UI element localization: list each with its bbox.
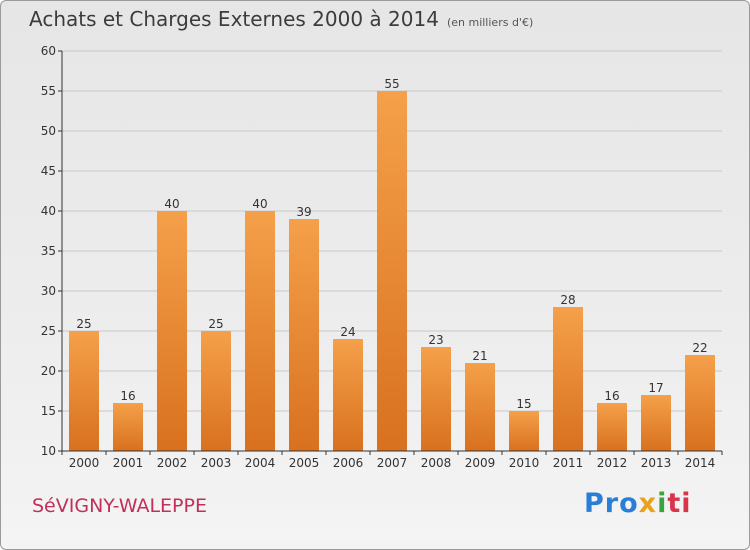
chart-title: Achats et Charges Externes 2000 à 2014 (e… [29,7,533,31]
axes: 10 15 20 25 30 35 40 45 50 55 60 2000 2001 2002 2003 20… [41,44,723,470]
logo-part: i [657,488,668,519]
data-label: 15 [516,397,531,411]
chart-subtitle: (en milliers d'€) [446,16,534,29]
data-label: 25 [76,317,91,331]
title-text: Achats et Charges Externes 2000 à 2014 [29,7,439,31]
bar [465,363,495,451]
bar [377,91,407,451]
y-tick-label: 10 [41,444,56,458]
y-tick-label: 50 [41,124,56,138]
bar [597,403,627,451]
x-tick-label: 2009 [465,456,496,470]
data-label: 22 [692,341,707,355]
x-tick-label: 2005 [289,456,320,470]
bars: 25 16 40 25 40 39 24 55 23 21 15 28 16 17 22 [69,77,715,451]
bar [289,219,319,451]
bar [157,211,187,451]
x-tick-label: 2002 [157,456,188,470]
bar [333,339,363,451]
logo-part: ti [667,488,692,519]
x-tick-label: 2007 [377,456,408,470]
x-tick-label: 2011 [553,456,584,470]
x-tick-label: 2006 [333,456,364,470]
data-label: 17 [648,381,663,395]
bar [245,211,275,451]
y-tick-label: 60 [41,44,56,58]
data-label: 25 [208,317,223,331]
x-tick-label: 2004 [245,456,276,470]
data-label: 23 [428,333,443,347]
y-tick-label: 20 [41,364,56,378]
bar [113,403,143,451]
x-tick-label: 2010 [509,456,540,470]
data-label: 39 [296,205,311,219]
bar [641,395,671,451]
x-tick-label: 2014 [685,456,716,470]
data-label: 28 [560,293,575,307]
bar [685,355,715,451]
x-tick-label: 2001 [113,456,144,470]
y-tick-label: 35 [41,244,56,258]
data-label: 24 [340,325,355,339]
bar [69,331,99,451]
data-label: 40 [252,197,267,211]
x-tick-label: 2013 [641,456,672,470]
x-tick-label: 2012 [597,456,628,470]
bar [509,411,539,451]
data-label: 16 [120,389,135,403]
y-tick-label: 45 [41,164,56,178]
proxiti-logo[interactable]: Proxiti [584,488,692,519]
data-label: 16 [604,389,619,403]
y-tick-label: 25 [41,324,56,338]
data-label: 40 [164,197,179,211]
y-tick-label: 15 [41,404,56,418]
data-label: 21 [472,349,487,363]
x-tick-label: 2008 [421,456,452,470]
logo-part: Pro [584,488,639,519]
bar [421,347,451,451]
y-tick-label: 55 [41,84,56,98]
data-label: 55 [384,77,399,91]
commune-name: SéVIGNY-WALEPPE [32,495,207,517]
y-tick-label: 30 [41,284,56,298]
x-tick-label: 2000 [69,456,100,470]
bar [201,331,231,451]
x-tick-label: 2003 [201,456,232,470]
bar [553,307,583,451]
logo-part: x [638,488,658,519]
y-tick-label: 40 [41,204,56,218]
